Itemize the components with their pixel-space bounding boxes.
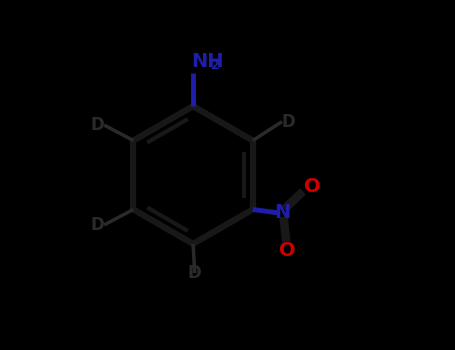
Text: O: O	[304, 177, 321, 196]
Text: NH: NH	[192, 52, 224, 71]
Text: N: N	[274, 203, 290, 222]
Text: 2: 2	[211, 60, 220, 72]
Text: D: D	[91, 116, 104, 134]
Text: O: O	[279, 241, 295, 260]
Text: D: D	[91, 216, 104, 234]
Text: D: D	[282, 113, 296, 131]
Text: D: D	[188, 264, 202, 282]
